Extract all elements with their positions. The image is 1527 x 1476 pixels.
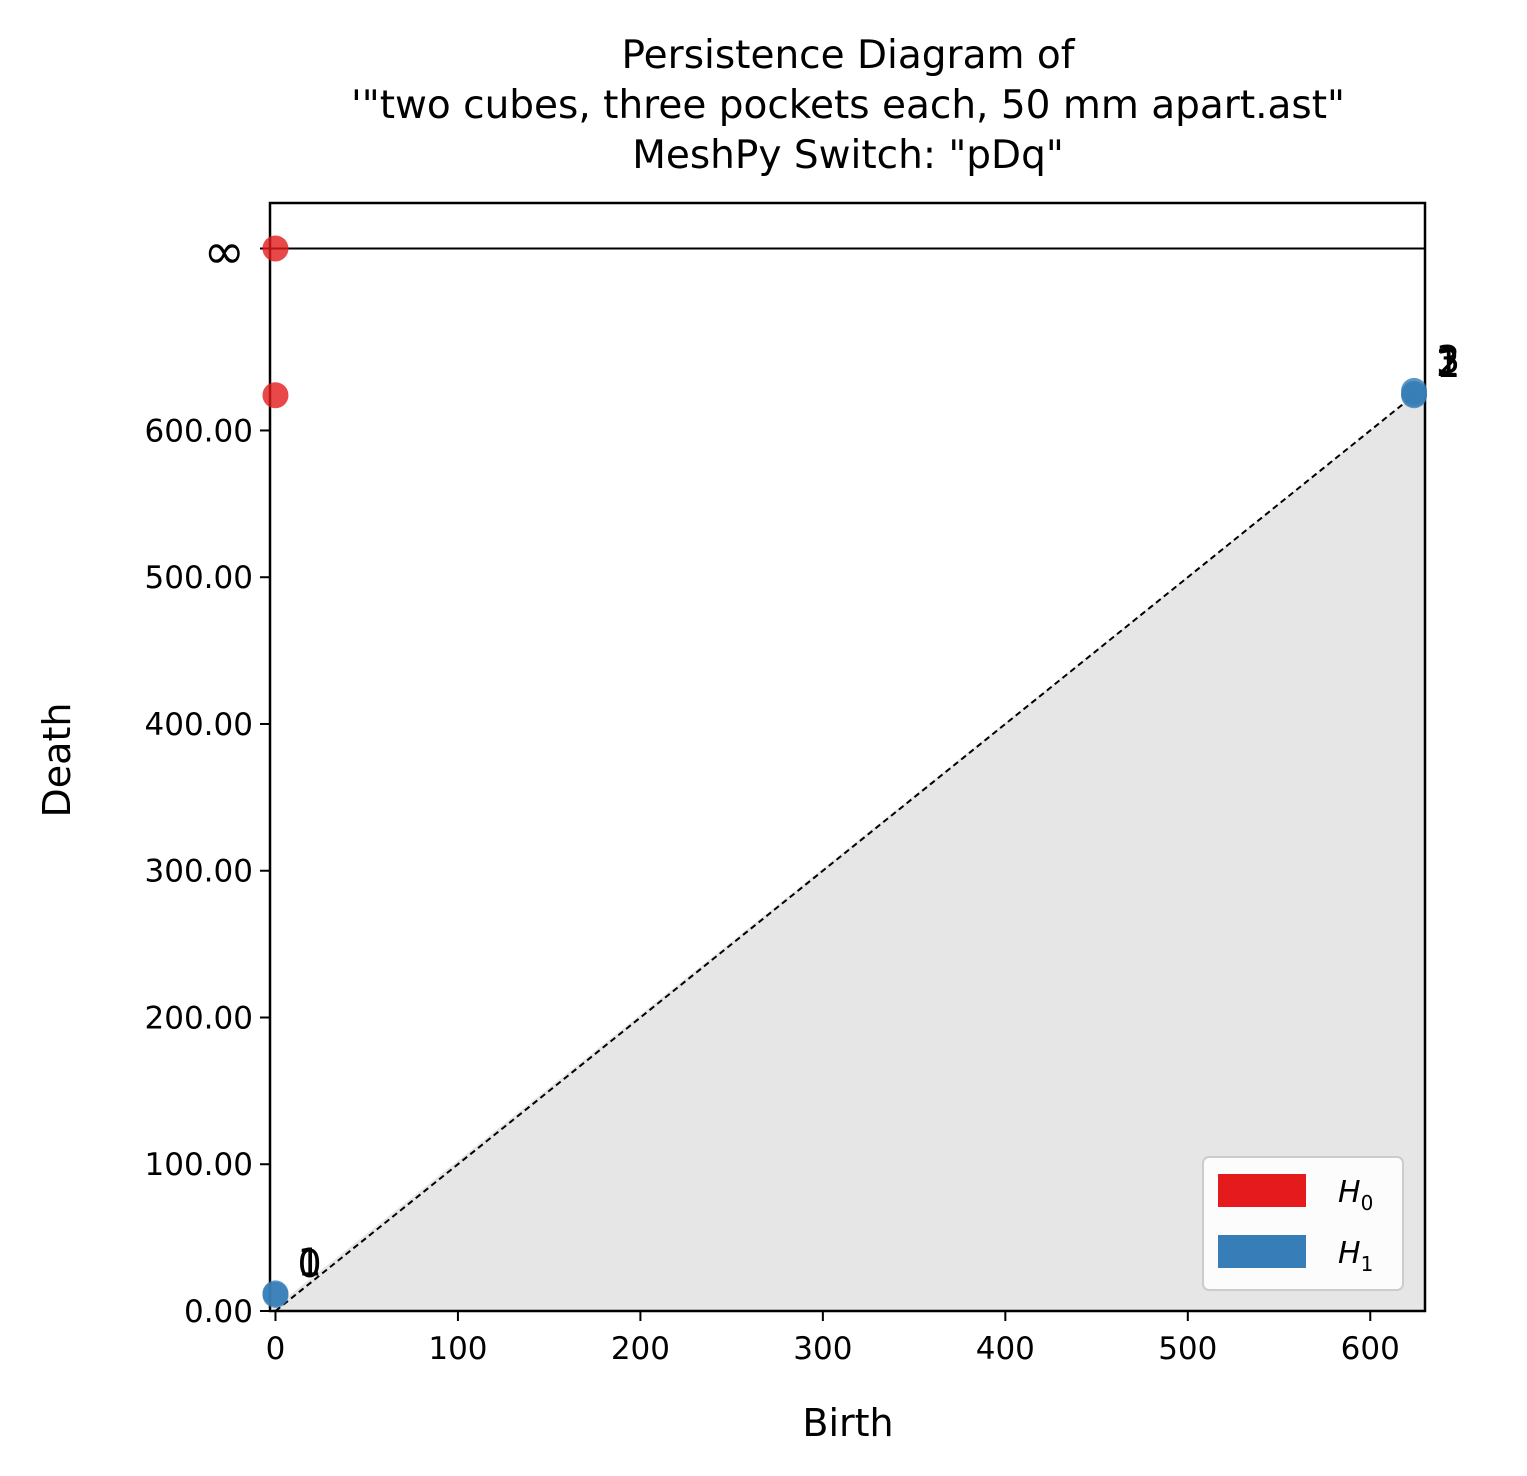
y-tick-label: 500.00 [145, 560, 253, 596]
x-tick-label: 100 [428, 1331, 487, 1367]
x-axis-label: Birth [802, 1401, 893, 1445]
y-tick-label: 300.00 [145, 854, 253, 890]
x-tick-label: 500 [1158, 1331, 1217, 1367]
x-tick-label: 300 [793, 1331, 852, 1367]
x-tick-label: 200 [611, 1331, 670, 1367]
chart-title-line-3: MeshPy Switch: "pDq" [632, 133, 1064, 178]
y-tick-label: 200.00 [145, 1000, 253, 1036]
below-diagonal-shading [270, 386, 1425, 1311]
y-tick-label: 0.00 [184, 1294, 253, 1330]
infinity-label: ∞ [203, 222, 245, 280]
point-annotation: 1 [297, 1240, 321, 1284]
series-1-point [262, 1281, 289, 1308]
series-0-point [262, 382, 289, 409]
legend: H0 H1 [1202, 1156, 1404, 1291]
y-axis-label: Death [35, 703, 79, 818]
point-annotation: 2 [1436, 341, 1460, 385]
y-tick-label: 600.00 [145, 413, 253, 449]
point-annotation: 3 [1436, 338, 1460, 382]
x-tick-label: 0 [266, 1331, 286, 1367]
legend-label-h0: H0 [1338, 1175, 1373, 1215]
point-annotation: 1 [1436, 342, 1460, 386]
legend-swatch-h0 [1218, 1174, 1306, 1207]
legend-label-h1: H1 [1338, 1236, 1373, 1276]
point-annotation: 0 [297, 1242, 321, 1286]
data-points [262, 235, 1428, 1308]
legend-swatch-h1 [1218, 1235, 1306, 1268]
chart-title-line-2: '"two cubes, three pockets each, 50 mm a… [351, 83, 1345, 128]
x-axis-ticks: 0 100 200 300 400 500 600 [266, 1311, 1400, 1367]
y-tick-label: 400.00 [145, 707, 253, 743]
y-tick-label: 100.00 [145, 1147, 253, 1183]
axes-frame [268, 201, 1427, 1313]
x-tick-label: 600 [1341, 1331, 1400, 1367]
x-tick-label: 400 [976, 1331, 1035, 1367]
series-1-point [1401, 380, 1428, 407]
y-axis-ticks: 0.00 100.00 200.00 300.00 400.00 500.00 600.00 [145, 247, 270, 1330]
chart-title-line-1: Persistence Diagram of [622, 33, 1076, 78]
diagonal-line [274, 385, 1426, 1312]
series-0-point [262, 235, 289, 262]
